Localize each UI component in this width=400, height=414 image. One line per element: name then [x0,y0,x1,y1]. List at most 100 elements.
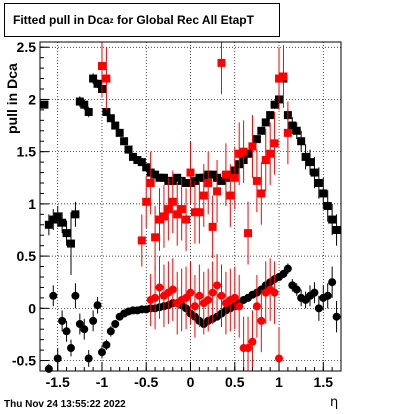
axis-ticks: -1.5 -1 -0.5 0 0.5 1 1.5 -0.5 0 0.5 1 1.5 2 2.5 [12,39,342,390]
data-point-square [182,215,191,224]
data-point-square [314,179,323,187]
data-point-circle [58,316,67,325]
data-point-square [217,58,226,67]
data-point-square [111,121,120,130]
footer-timestamp: Thu Nov 24 13:55:22 2022 [4,399,126,410]
data-point-circle [208,288,217,297]
title-prefix: Fitted pull in Dca [13,13,110,27]
x-tick-label: -0.5 [134,374,158,390]
y-tick-label: -0.5 [12,353,36,369]
data-point-square [89,74,98,83]
data-point-square [173,210,182,219]
data-point-square [155,173,164,182]
y-axis-label: pull in Dca [4,63,20,134]
x-tick-label: 0 [187,374,195,390]
data-point-circle [195,291,204,300]
data-point-square [208,222,217,231]
data-point-circle [75,320,84,328]
data-point-circle [270,288,279,297]
data-point-square [80,100,89,109]
data-point-square [195,173,204,182]
y-tick-label: 0.5 [17,248,37,264]
data-point-circle [190,302,199,311]
data-point-square [213,187,222,196]
y-tick-label: 2.5 [17,39,37,55]
data-point-square [226,191,235,200]
data-point-square [71,210,80,219]
x-tick-label: 1 [275,374,283,390]
data-point-circle [279,269,288,278]
data-point-circle [49,291,58,300]
data-point-square [151,233,160,242]
data-point-circle [62,327,71,336]
data-point-square [221,170,230,179]
data-point-square [266,149,275,158]
data-point-square [332,226,341,234]
data-point-circle [213,281,222,290]
data-point-square [106,114,115,123]
data-point-square [204,179,213,187]
data-point-square [270,139,279,148]
data-point-circle [248,337,257,346]
data-point-circle [53,354,62,363]
data-point-square [97,62,106,71]
data-point-square [137,236,146,245]
data-point-square [266,111,275,120]
data-point-square [248,142,257,151]
data-point-square [142,197,151,206]
data-point-square [306,158,315,167]
x-tick-label: 1.5 [314,374,334,390]
data-point-circle [89,316,98,325]
data-point-circle [217,291,226,300]
data-point-square [146,179,155,187]
data-point-square [159,212,168,221]
data-point-circle [93,301,102,310]
data-point-square [279,72,288,81]
data-point-square [102,74,111,83]
data-point-square [199,191,208,200]
data-point-circle [102,340,111,349]
data-point-circle [155,283,164,292]
data-point-square [297,137,306,146]
data-point-square [66,239,75,248]
data-point-square [235,149,244,158]
data-point-square [239,147,248,156]
data-point-square [230,173,239,182]
x-axis-label: η [330,395,339,410]
y-tick-label: 0 [28,300,36,316]
y-tick-label: 1 [28,196,36,212]
data-point-square [275,74,284,83]
data-point-square [244,149,253,158]
data-point-square [244,229,253,238]
data-point-square [164,205,173,214]
data-point-circle [292,285,301,294]
data-point-circle [106,327,115,336]
data-point-square [217,176,226,185]
data-point-square [58,218,67,227]
data-point-circle [66,344,75,353]
title-suffix: for Global Rec All EtapT [113,13,254,27]
data-point-square [186,168,195,177]
data-point-square [133,156,142,165]
data-point-circle [314,304,323,313]
data-point-square [182,179,191,187]
y-tick-label: 1.5 [17,144,37,160]
data-point-square [310,168,319,177]
data-point-square [75,97,84,106]
data-point-square [137,158,146,167]
data-point-square [177,205,186,214]
data-point-square [62,229,71,238]
data-point-square [319,189,328,198]
data-point-square [155,215,164,224]
data-point-circle [204,295,213,304]
chart-title: Fitted pull in Dca z for Global Rec All E… [4,3,280,37]
data-point-circle [186,288,195,297]
data-point-circle [257,316,266,325]
data-point-circle [328,278,337,287]
data-point-square [159,173,168,182]
data-point-circle [71,291,80,300]
data-point-square [301,152,310,161]
data-point-square [168,197,177,206]
data-point-square [190,208,199,217]
